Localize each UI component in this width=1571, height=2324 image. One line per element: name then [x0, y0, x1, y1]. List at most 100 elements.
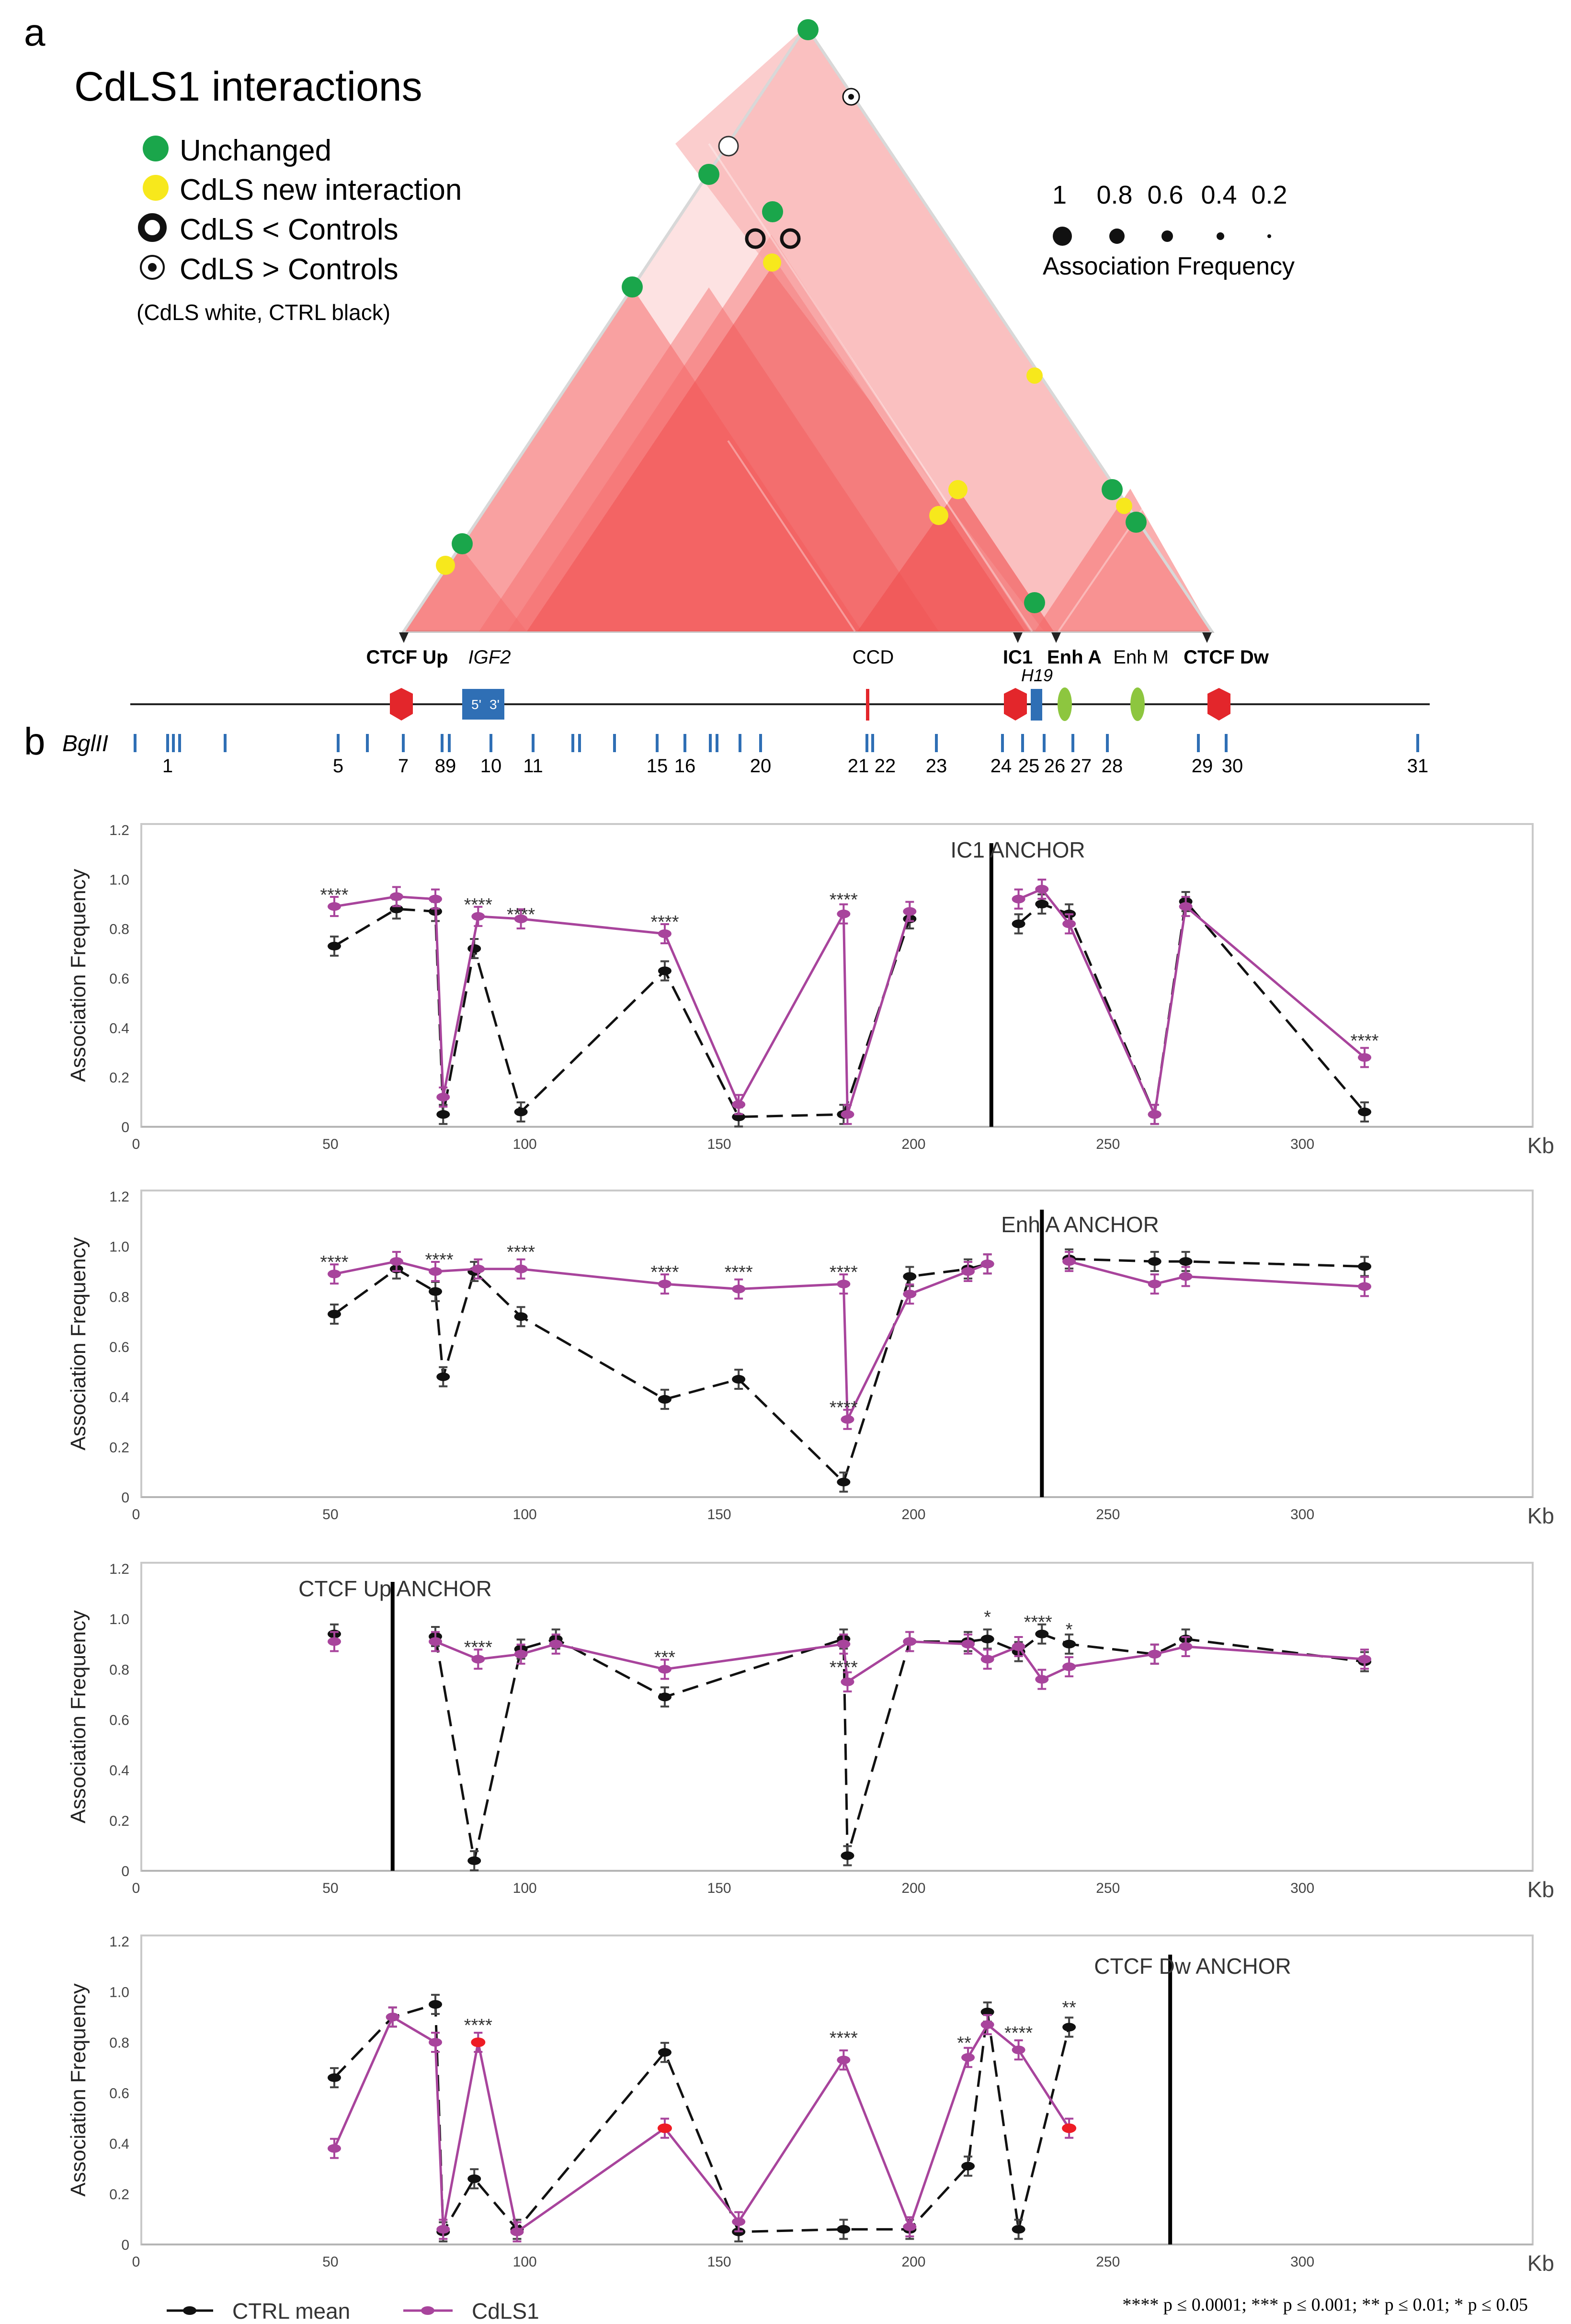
ctcf-up-arrow: [399, 632, 409, 643]
cdls-point: [510, 2227, 524, 2236]
chart-1: 0 0.2 0.4 0.6 0.8 1.0 1.2 0 50 100 150 200 250 300 Kb A…: [67, 823, 1554, 1158]
pvalue-legend: **** p ≤ 0.0001; *** p ≤ 0.001; ** p ≤ 0…: [1122, 2295, 1528, 2315]
bglii-site-tick: [337, 734, 340, 752]
significance-label: ***: [654, 1648, 676, 1668]
x-tick-label: 250: [1096, 2254, 1120, 2270]
significance-label: ****: [507, 905, 535, 925]
cdls-point: [1148, 1649, 1161, 1659]
fragment-number: 7: [398, 756, 409, 777]
cdls-point: [549, 1639, 563, 1649]
bglii-site-tick: [871, 734, 874, 752]
cdls-point: [1012, 1642, 1025, 1651]
cdls-point: [658, 1665, 672, 1674]
unchanged-interaction-dot: [1126, 512, 1147, 533]
bglii-site-tick: [935, 734, 938, 752]
fragment-number: 30: [1222, 756, 1243, 777]
ctrl-point: [837, 2225, 851, 2234]
y-tick-label: 1.0: [109, 1239, 129, 1255]
bglii-site-tick: [1043, 734, 1046, 752]
y-tick-label: 0.4: [109, 1763, 129, 1779]
chart-3: 0 0.2 0.4 0.6 0.8 1.0 1.2 0 50 100 150 200 250 300 Kb A…: [67, 1561, 1554, 1902]
bglii-site-tick: [1071, 734, 1074, 752]
bglii-label: BglII: [62, 731, 108, 756]
x-axis-label: Kb: [1527, 2251, 1554, 2276]
cdls-point: [327, 1270, 341, 1279]
cdls-point: [429, 894, 443, 904]
igf2-gene: [462, 689, 504, 720]
x-tick-label: 50: [322, 1507, 338, 1523]
ctrl-point: [837, 1477, 851, 1487]
x-tick-label: 0: [132, 1136, 140, 1152]
ctrl-point: [467, 1856, 481, 1865]
enh-m-site: [1130, 687, 1145, 721]
cdls-point: [1179, 902, 1193, 911]
legend-green-marker: [143, 136, 169, 161]
cdls-point: [961, 2053, 975, 2062]
ctrl-series-line: [434, 1633, 1365, 1862]
fragment-number: 21: [848, 756, 869, 777]
cdls-point: [903, 2222, 917, 2232]
x-tick-label: 300: [1290, 1507, 1314, 1523]
cdls-point: [436, 1093, 450, 1101]
significance-label: ****: [830, 890, 858, 910]
fragment-number: 11: [523, 756, 543, 777]
ctrl-point: [980, 1635, 994, 1644]
cdls-point: [1012, 2045, 1025, 2054]
x-tick-label: 150: [707, 2254, 731, 2270]
bglii-site-tick: [709, 734, 712, 752]
x-tick-label: 300: [1290, 1136, 1314, 1152]
ctrl-point: [658, 966, 672, 975]
size-scale-label: Association Frequency: [1043, 252, 1295, 280]
legend-cdls-lower-label: CdLS < Controls: [180, 213, 398, 246]
ctrl-point: [1148, 1257, 1161, 1266]
legend-cdls-label: CdLS1: [472, 2299, 539, 2324]
cdls-point: [429, 2038, 443, 2047]
cdls-point: [429, 1637, 443, 1646]
new-interaction-dot: [948, 480, 968, 499]
cdls-point: [327, 1637, 341, 1646]
ctcf-dw-arrow: [1202, 632, 1212, 643]
cdls-point: [514, 915, 528, 923]
cdls-series-line: [333, 2015, 1070, 2233]
size-scale-dot: [1109, 229, 1125, 244]
bglii-site-tick: [166, 734, 169, 752]
ic1-arrow: [1013, 632, 1023, 643]
ctrl-point: [658, 2048, 672, 2057]
igf2-label: IGF2: [468, 647, 511, 668]
unchanged-interaction-dot: [622, 276, 643, 298]
x-tick-label: 0: [132, 1880, 140, 1896]
bglii-site-tick: [441, 734, 444, 752]
bglii-site-tick: [571, 734, 574, 752]
ctcf-up-label: CTCF Up: [366, 647, 448, 668]
bglii-site-tick: [1197, 734, 1200, 752]
ctrl-point: [436, 1110, 450, 1119]
fragment-number: 31: [1407, 756, 1429, 777]
ctrl-point: [903, 1272, 917, 1281]
size-scale-dot: [1053, 227, 1072, 246]
y-tick-label: 1.2: [109, 1561, 129, 1577]
cdls-point: [837, 1639, 851, 1649]
cdls-point: [1062, 919, 1076, 928]
ctrl-point: [429, 1287, 443, 1296]
cdls-point: [327, 902, 341, 911]
y-tick-label: 0.2: [109, 1440, 129, 1455]
y-tick-label: 0.6: [109, 1713, 129, 1729]
y-tick-label: 0.8: [109, 1289, 129, 1305]
association-size-scale: 1 0.8 0.6 0.4 0.2 Association Frequency: [1043, 181, 1295, 280]
cdls-point: [841, 1677, 854, 1686]
ctrl-series-line: [333, 1262, 988, 1484]
ctrl-series-line: [333, 2003, 1070, 2233]
y-tick-label: 0.4: [109, 1020, 129, 1036]
anchor-label: CTCF Dw ANCHOR: [1094, 1954, 1291, 1979]
cdls-series-line: [334, 1260, 988, 1421]
bglii-site-tick: [1106, 734, 1109, 752]
cdls-point: [389, 892, 403, 901]
legend-ctrl-label: CTRL mean: [232, 2299, 350, 2324]
cdls-point: [961, 1267, 975, 1276]
y-tick-label: 0.2: [109, 2187, 129, 2203]
significance-label: ****: [650, 1262, 679, 1282]
ic1-site: [1004, 688, 1027, 721]
triangle-grid-line: [727, 440, 856, 632]
fragment-number: 1: [162, 756, 173, 777]
unchanged-interaction-dot: [797, 19, 819, 40]
